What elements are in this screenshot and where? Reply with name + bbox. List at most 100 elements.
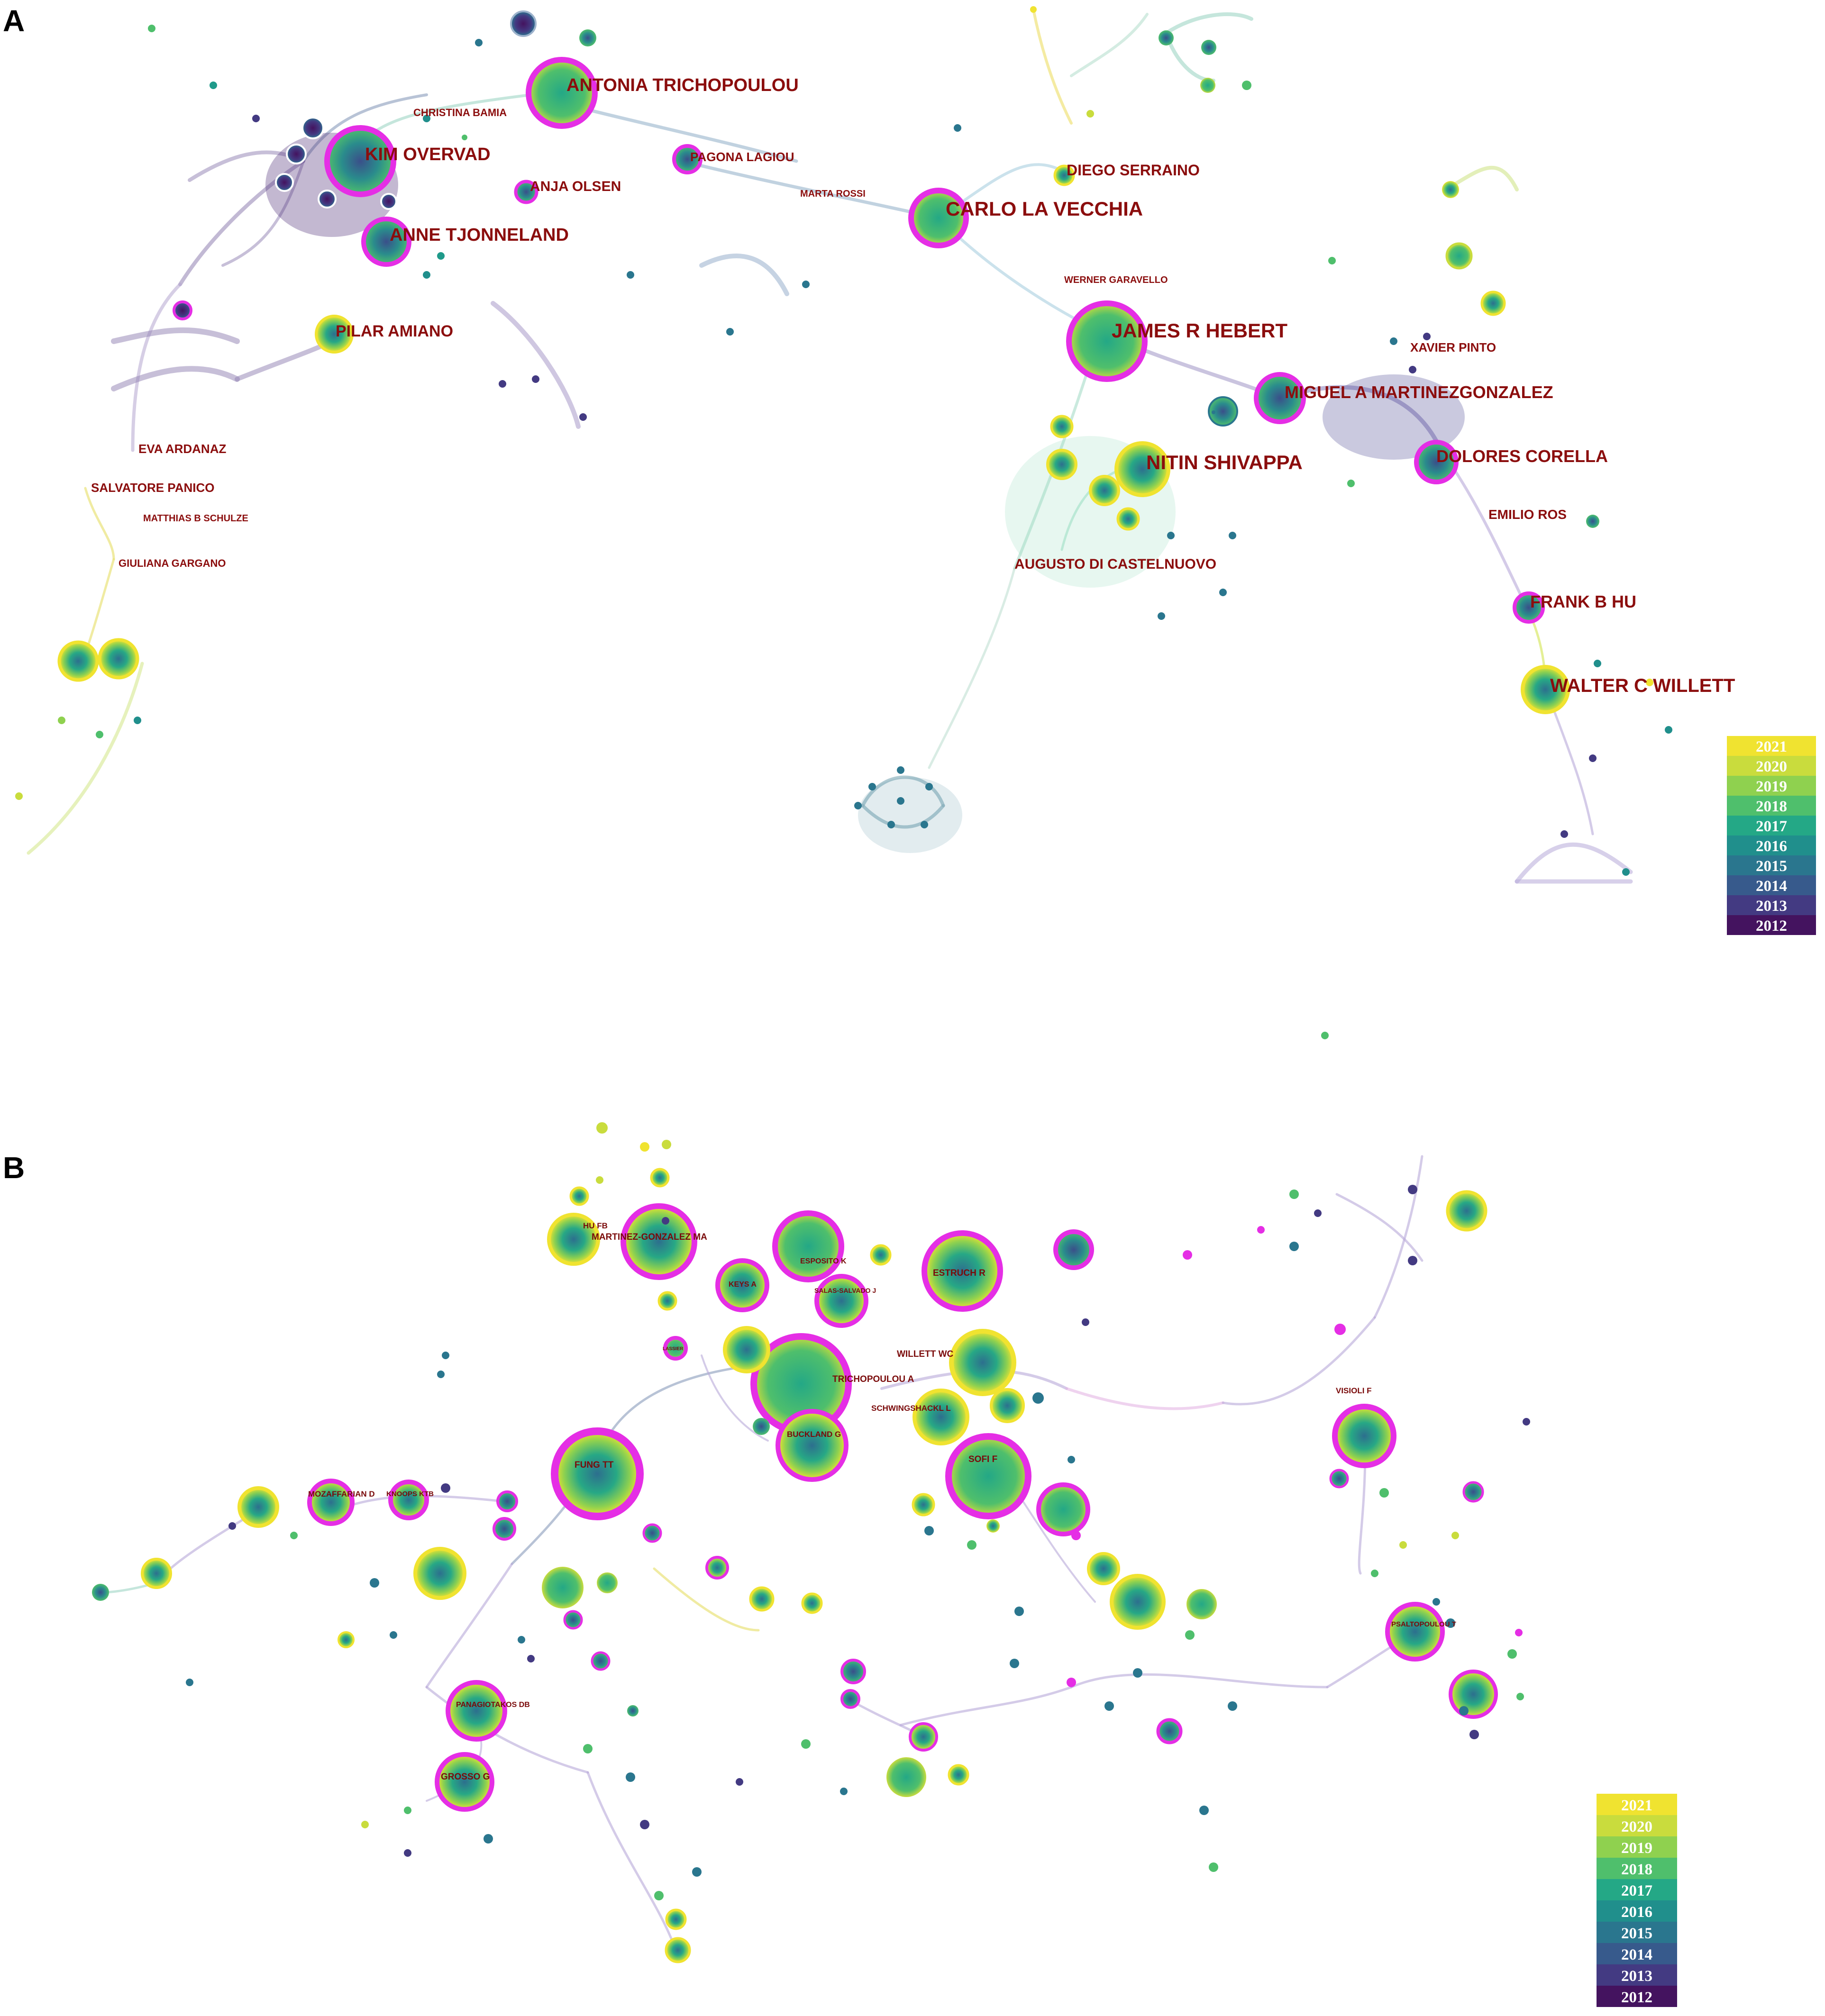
legend-a-label-2012: 2012	[1756, 917, 1787, 935]
label-kim-overvad: KIM OVERVAD	[365, 145, 491, 164]
legend-a-swatch-2017	[1727, 816, 1816, 835]
node-b-knoops-ktb[interactable]	[388, 1480, 429, 1520]
node-b-hu-fb[interactable]	[547, 1213, 600, 1266]
label-james-r-hebert: JAMES R HEBERT	[1112, 319, 1287, 342]
node-b-martinez-gonzalez-ma[interactable]	[620, 1203, 697, 1280]
node-dark-a3	[301, 117, 324, 139]
legend-b-swatch-2013	[1597, 1964, 1677, 1986]
legend-b-swatch-2018	[1597, 1858, 1677, 1879]
label-antonia-trichopoulou: ANTONIA TRICHOPOULOU	[566, 75, 799, 95]
node-anne-tjonneland[interactable]	[361, 217, 411, 267]
label-b-visioli-f: VISIOLI F	[1336, 1386, 1372, 1395]
node-b-node-left-2	[141, 1558, 172, 1589]
node-b-node-left-1	[237, 1486, 279, 1528]
label-christina-bamia: CHRISTINA BAMIA	[413, 107, 507, 118]
label-b-estruch-r: ESTRUCH R	[933, 1268, 986, 1278]
node-yellow-a5	[1480, 291, 1506, 316]
node-b-node-bottom-5	[840, 1689, 860, 1709]
node-carlo-la-vecchia[interactable]	[908, 188, 969, 248]
legend-b-label-2015: 2015	[1621, 1925, 1652, 1942]
label-b-trichopoulou-a: TRICHOPOULOU A	[832, 1374, 914, 1384]
node-yellow-a2	[1089, 475, 1120, 506]
node-b-node-left-3	[413, 1547, 466, 1600]
label-diego-serraino: DIEGO SERRAINO	[1067, 162, 1200, 179]
label-b-lassier: LASSIER	[663, 1346, 684, 1352]
node-b-fung-tt[interactable]	[551, 1427, 644, 1520]
node-b-lassier[interactable]	[663, 1336, 688, 1361]
node-b-schwingshackl-l[interactable]	[912, 1389, 969, 1445]
panel-b-letter: B	[3, 1151, 25, 1185]
legend-a-label-2013: 2013	[1756, 898, 1787, 915]
node-b-node-right-1	[1446, 1190, 1487, 1232]
node-b-node-bottom-3	[909, 1722, 938, 1752]
node-frank-b-hu[interactable]	[1513, 591, 1545, 624]
node-anja-olsen[interactable]	[514, 180, 538, 204]
node-b-mozaffarian-d[interactable]	[307, 1479, 355, 1526]
node-top-dark	[510, 10, 537, 37]
node-yellow-a8	[1442, 181, 1459, 198]
node-b-salas-salvado-j[interactable]	[814, 1274, 868, 1328]
node-b-visioli-f[interactable]	[1332, 1404, 1396, 1468]
node-b-willett-wc[interactable]	[949, 1329, 1016, 1396]
legend-a-label-2019: 2019	[1756, 778, 1787, 795]
label-nitin-shivappa: NITIN SHIVAPPA	[1146, 451, 1303, 473]
label-giuliana-gargano: GIULIANA GARGANO	[119, 557, 226, 569]
legend-b-swatch-2017	[1597, 1879, 1677, 1900]
node-b-buckland-g[interactable]	[776, 1409, 849, 1482]
label-dolores-corella: DOLORES CORELLA	[1436, 446, 1608, 466]
label-xavier-pinto: XAVIER PINTO	[1410, 340, 1496, 354]
panel-a-legend: 2021 2020 2019 2018 2017 2016 2015 2014 …	[1727, 736, 1816, 935]
node-b-estruch-r[interactable]	[922, 1230, 1003, 1312]
node-pilar-amiano[interactable]	[315, 315, 354, 354]
node-nitin-shivappa[interactable]	[1114, 441, 1170, 497]
node-teal-a2	[579, 29, 596, 46]
node-pagona-lagiou[interactable]	[672, 144, 703, 174]
node-james-r-hebert[interactable]	[1066, 300, 1148, 382]
legend-b-label-2019: 2019	[1621, 1840, 1652, 1857]
panel-b-legend: 2021 2020 2019 2018 2017 2016 2015 2014 …	[1597, 1794, 1677, 2007]
node-b-node-bottom-7	[665, 1908, 687, 1930]
node-teal-a3	[1212, 410, 1215, 414]
node-walter-c-willett[interactable]	[1521, 665, 1570, 714]
label-werner-garavello: WERNER GARAVELLO	[1064, 275, 1168, 285]
node-b-node-mid-2	[990, 1388, 1025, 1423]
panel-b-labels: HU FB MARTINEZ-GONZALEZ MA ESPOSITO K ES…	[308, 1221, 1456, 1782]
node-b-node-right-2	[1053, 1229, 1094, 1270]
node-yellow-a1	[1046, 449, 1077, 480]
panel-a-nodes	[15, 6, 1672, 876]
node-b-panagiotakos-db[interactable]	[446, 1680, 507, 1742]
label-augusto-di-castelnuovo: AUGUSTO DI CASTELNUOVO	[1014, 556, 1216, 572]
legend-b-swatch-2015	[1597, 1922, 1677, 1943]
node-antonia-trichopoulou[interactable]	[526, 57, 598, 129]
label-b-schwingshackl-l: SCHWINGSHACKL L	[871, 1404, 951, 1413]
legend-a-label-2016: 2016	[1756, 838, 1787, 855]
label-pagona-lagiou: PAGONA LAGIOU	[690, 150, 794, 164]
panel-b-edges	[103, 1155, 1424, 1944]
node-green-a2	[1200, 78, 1215, 93]
node-dolores-corella[interactable]	[1414, 440, 1459, 484]
panel-b-nodes	[92, 1032, 1530, 1963]
node-b-grosso-g[interactable]	[435, 1752, 494, 1812]
node-b-sofi-f[interactable]	[945, 1433, 1031, 1519]
node-dark-a1	[173, 300, 192, 320]
node-kim-overvad[interactable]	[324, 125, 396, 197]
node-b-esposito-k[interactable]	[772, 1210, 844, 1282]
legend-b-label-2018: 2018	[1621, 1861, 1652, 1878]
label-b-willett-wc: WILLETT WC	[897, 1349, 954, 1359]
legend-a-swatch-2015	[1727, 855, 1816, 875]
node-b-node-bottom-1	[886, 1757, 926, 1797]
label-pilar-amiano: PILAR AMIANO	[336, 322, 453, 340]
legend-b-swatch-2021	[1597, 1794, 1677, 1815]
node-diego-serraino[interactable]	[1053, 164, 1075, 186]
panel-a-cluster-martinez	[1323, 374, 1465, 460]
node-miguel-a-martinezgonzalez[interactable]	[1254, 372, 1306, 424]
label-b-esposito-k: ESPOSITO K	[800, 1257, 847, 1265]
label-b-grosso-g: GROSSO G	[441, 1772, 490, 1782]
legend-a-swatch-2016	[1727, 835, 1816, 855]
label-b-knoops-ktb: KNOOPS KTB	[386, 1490, 434, 1498]
label-b-fung-tt: FUNG TT	[575, 1460, 614, 1470]
legend-b-label-2017: 2017	[1621, 1882, 1652, 1899]
node-b-psaltopoulou-t[interactable]	[1385, 1602, 1445, 1662]
node-b-keys-a[interactable]	[715, 1258, 769, 1312]
legend-a-label-2014: 2014	[1756, 878, 1787, 895]
